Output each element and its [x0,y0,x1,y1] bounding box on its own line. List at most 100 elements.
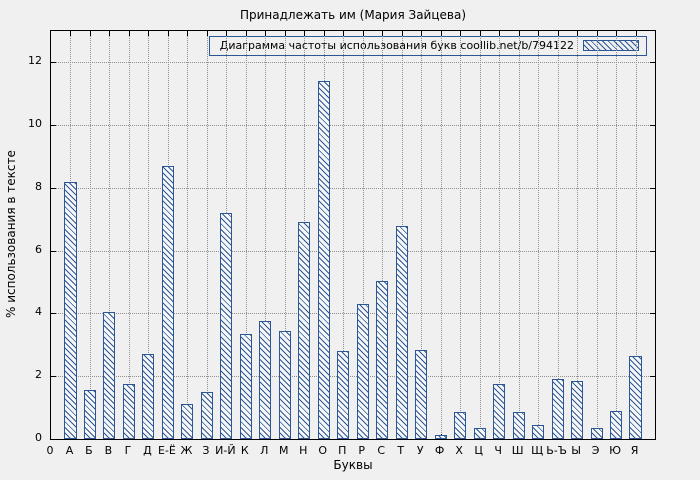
x-tick-mark [362,31,364,36]
x-tick-label: Х [455,444,463,457]
y-tick-label: 0 [35,431,42,444]
bar-Щ [532,424,545,439]
x-tick-mark [538,31,540,36]
bar-З [200,391,213,439]
bar-Ь-Ъ [551,379,564,439]
x-tick-label: У [416,444,424,457]
x-tick-mark [577,31,579,36]
x-tick-mark [89,31,91,36]
bar-С [376,280,389,439]
y-tick-mark [51,187,56,189]
y-tick-mark [650,187,655,189]
x-tick-label: П [338,444,347,457]
bar-П [337,351,350,439]
bar-Ю [609,410,623,439]
y-tick-mark [51,313,56,315]
x-tick-mark [343,31,345,36]
x-tick-mark [70,31,72,36]
x-tick-label: Г [124,444,132,457]
x-tick-mark [206,31,208,36]
x-tick-label: Т [397,444,405,457]
x-gridline [265,31,267,439]
x-gridline [499,31,501,439]
x-gridline [128,31,130,439]
y-gridline [51,313,655,315]
x-tick-label: В [104,444,113,457]
y-tick-mark [650,376,655,378]
x-tick-label: Д [143,444,152,457]
x-tick-mark [226,31,228,36]
x-tick-mark [635,31,637,36]
x-gridline [577,31,579,439]
bar-И-Й [220,213,233,439]
y-tick-label: 4 [35,305,42,319]
y-gridline [51,250,655,252]
bar-Ф [434,435,447,439]
x-tick-label: Ы [571,444,581,457]
legend-swatch [583,40,639,51]
x-tick-mark [245,31,247,36]
x-gridline [382,31,384,439]
chart-title: Принадлежать им (Мария Зайцева) [239,8,467,22]
x-tick-mark [187,31,189,36]
x-tick-label: Е-Ё [157,444,176,457]
x-tick-mark [440,31,442,36]
x-gridline [440,31,442,439]
y-tick-label: 2 [35,368,42,382]
x-tick-label: Б [85,444,93,457]
bar-А [64,181,77,439]
x-tick-mark [557,31,559,36]
y-tick-mark [51,125,56,127]
bar-Ж [181,404,194,439]
x-tick-mark [382,31,384,36]
x-tick-mark [128,31,130,36]
plot-area: Диаграмма частоты использования букв coo… [50,30,656,440]
x-tick-mark [616,31,618,36]
y-tick-mark [51,250,56,252]
x-gridline [616,31,618,439]
bar-О [317,81,330,439]
x-gridline [109,31,111,439]
x-tick-mark [109,31,111,36]
x-tick-mark [323,31,325,36]
x-tick-label: З [202,444,210,457]
bar-Н [298,222,311,439]
x-gridline [635,31,637,439]
x-tick-mark [148,31,150,36]
bar-Ч [493,384,506,439]
x-tick-mark [518,31,520,36]
x-tick-label: Щ [531,444,544,457]
x-tick-label: Ф [434,444,445,457]
x-tick-mark [596,31,598,36]
x-axis-label: Буквы [333,458,373,472]
legend-label: Диаграмма частоты использования букв coo… [219,39,574,52]
x-tick-label: Ц [474,444,483,457]
x-tick-label: 0 [46,444,54,457]
bar-Ы [571,380,584,439]
bar-Л [259,321,272,439]
y-tick-mark [650,439,655,440]
y-tick-label: 6 [35,242,42,256]
x-tick-mark [284,31,286,36]
x-gridline [245,31,247,439]
x-gridline [596,31,598,439]
bar-У [415,349,428,439]
bar-Б [83,390,96,439]
bar-Ц [473,428,486,439]
bar-Г [122,384,135,439]
y-tick-label: 8 [35,179,42,193]
bar-Э [590,428,603,439]
bar-Д [142,354,155,439]
x-tick-label: А [65,444,74,457]
x-gridline [206,31,208,439]
bar-К [239,333,252,439]
x-tick-mark [167,31,169,36]
y-tick-mark [51,439,56,440]
bar-Т [395,225,408,439]
x-tick-mark [421,31,423,36]
bar-М [278,330,291,439]
x-gridline [148,31,150,439]
y-gridline [51,187,655,189]
bar-Х [454,412,467,439]
y-gridline [51,376,655,378]
